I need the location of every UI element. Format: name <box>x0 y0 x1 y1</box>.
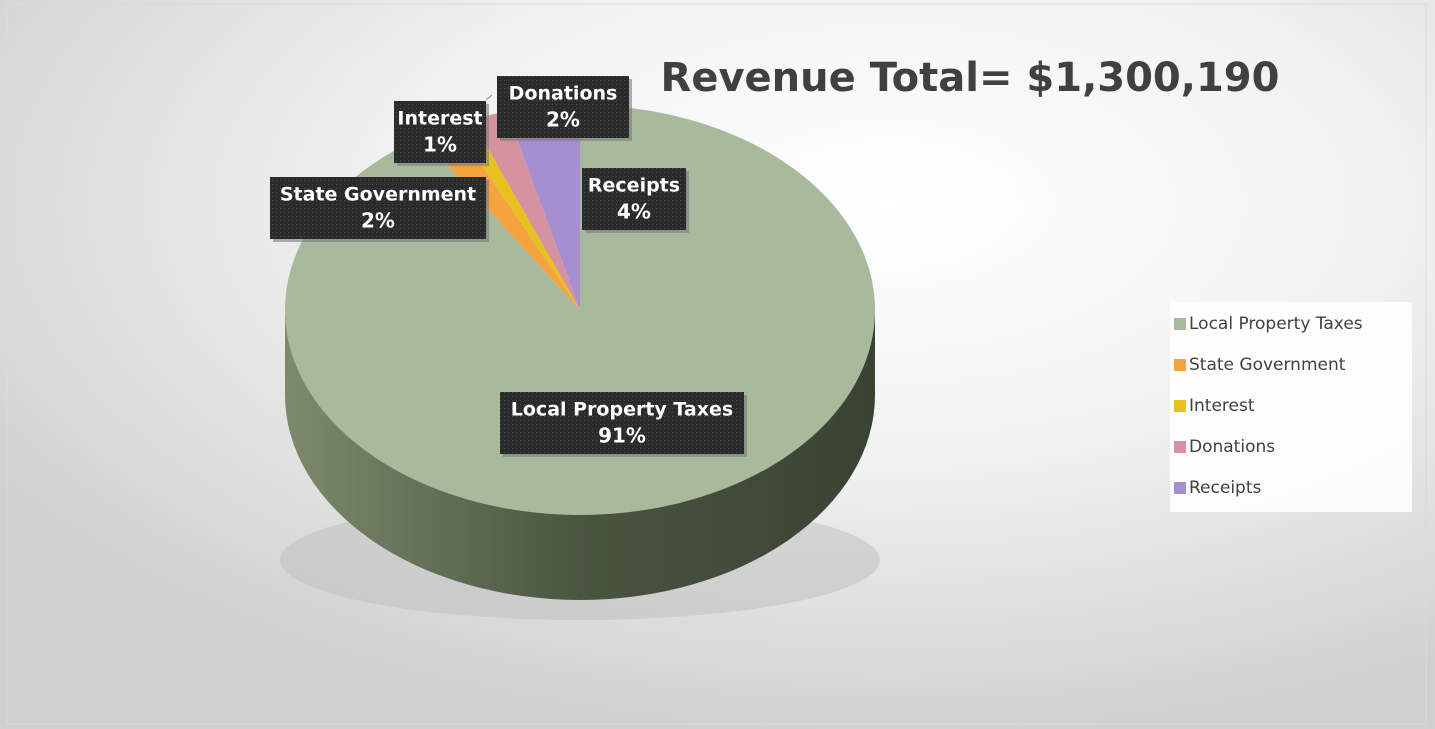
legend-label: Local Property Taxes <box>1189 314 1363 334</box>
legend-swatch <box>1174 400 1186 412</box>
legend-label: Receipts <box>1189 478 1261 498</box>
legend-box <box>1170 302 1412 512</box>
legend-label: Donations <box>1189 437 1275 457</box>
data-label-name: Interest <box>397 108 482 130</box>
data-label-value: 1% <box>423 133 457 157</box>
data-label-value: 2% <box>361 209 395 233</box>
chart-title: Revenue Total= $1,300,190 <box>661 55 1280 101</box>
legend-swatch <box>1174 441 1186 453</box>
data-label-box <box>394 101 486 163</box>
data-label-box <box>270 177 486 239</box>
data-label-name: Donations <box>509 83 618 105</box>
legend-swatch <box>1174 318 1186 330</box>
data-label-name: Receipts <box>588 175 680 197</box>
pie-slice <box>454 119 580 311</box>
data-label-value: 4% <box>617 200 651 224</box>
data-label-box <box>497 76 629 138</box>
data-label-box <box>500 392 744 454</box>
pie-slice <box>506 105 580 310</box>
data-label-name: Local Property Taxes <box>511 399 733 421</box>
frame <box>6 3 1427 725</box>
pie-slice <box>421 124 580 310</box>
leader-line <box>485 94 493 101</box>
data-label-box <box>582 168 686 230</box>
legend-swatch <box>1174 359 1186 371</box>
data-label-value: 91% <box>598 424 646 448</box>
legend-label: Interest <box>1189 396 1255 416</box>
legend-label: State Government <box>1189 355 1346 375</box>
pie-slice <box>471 111 580 310</box>
legend-swatch <box>1174 482 1186 494</box>
data-label-name: State Government <box>280 184 476 206</box>
data-label-value: 2% <box>546 108 580 132</box>
